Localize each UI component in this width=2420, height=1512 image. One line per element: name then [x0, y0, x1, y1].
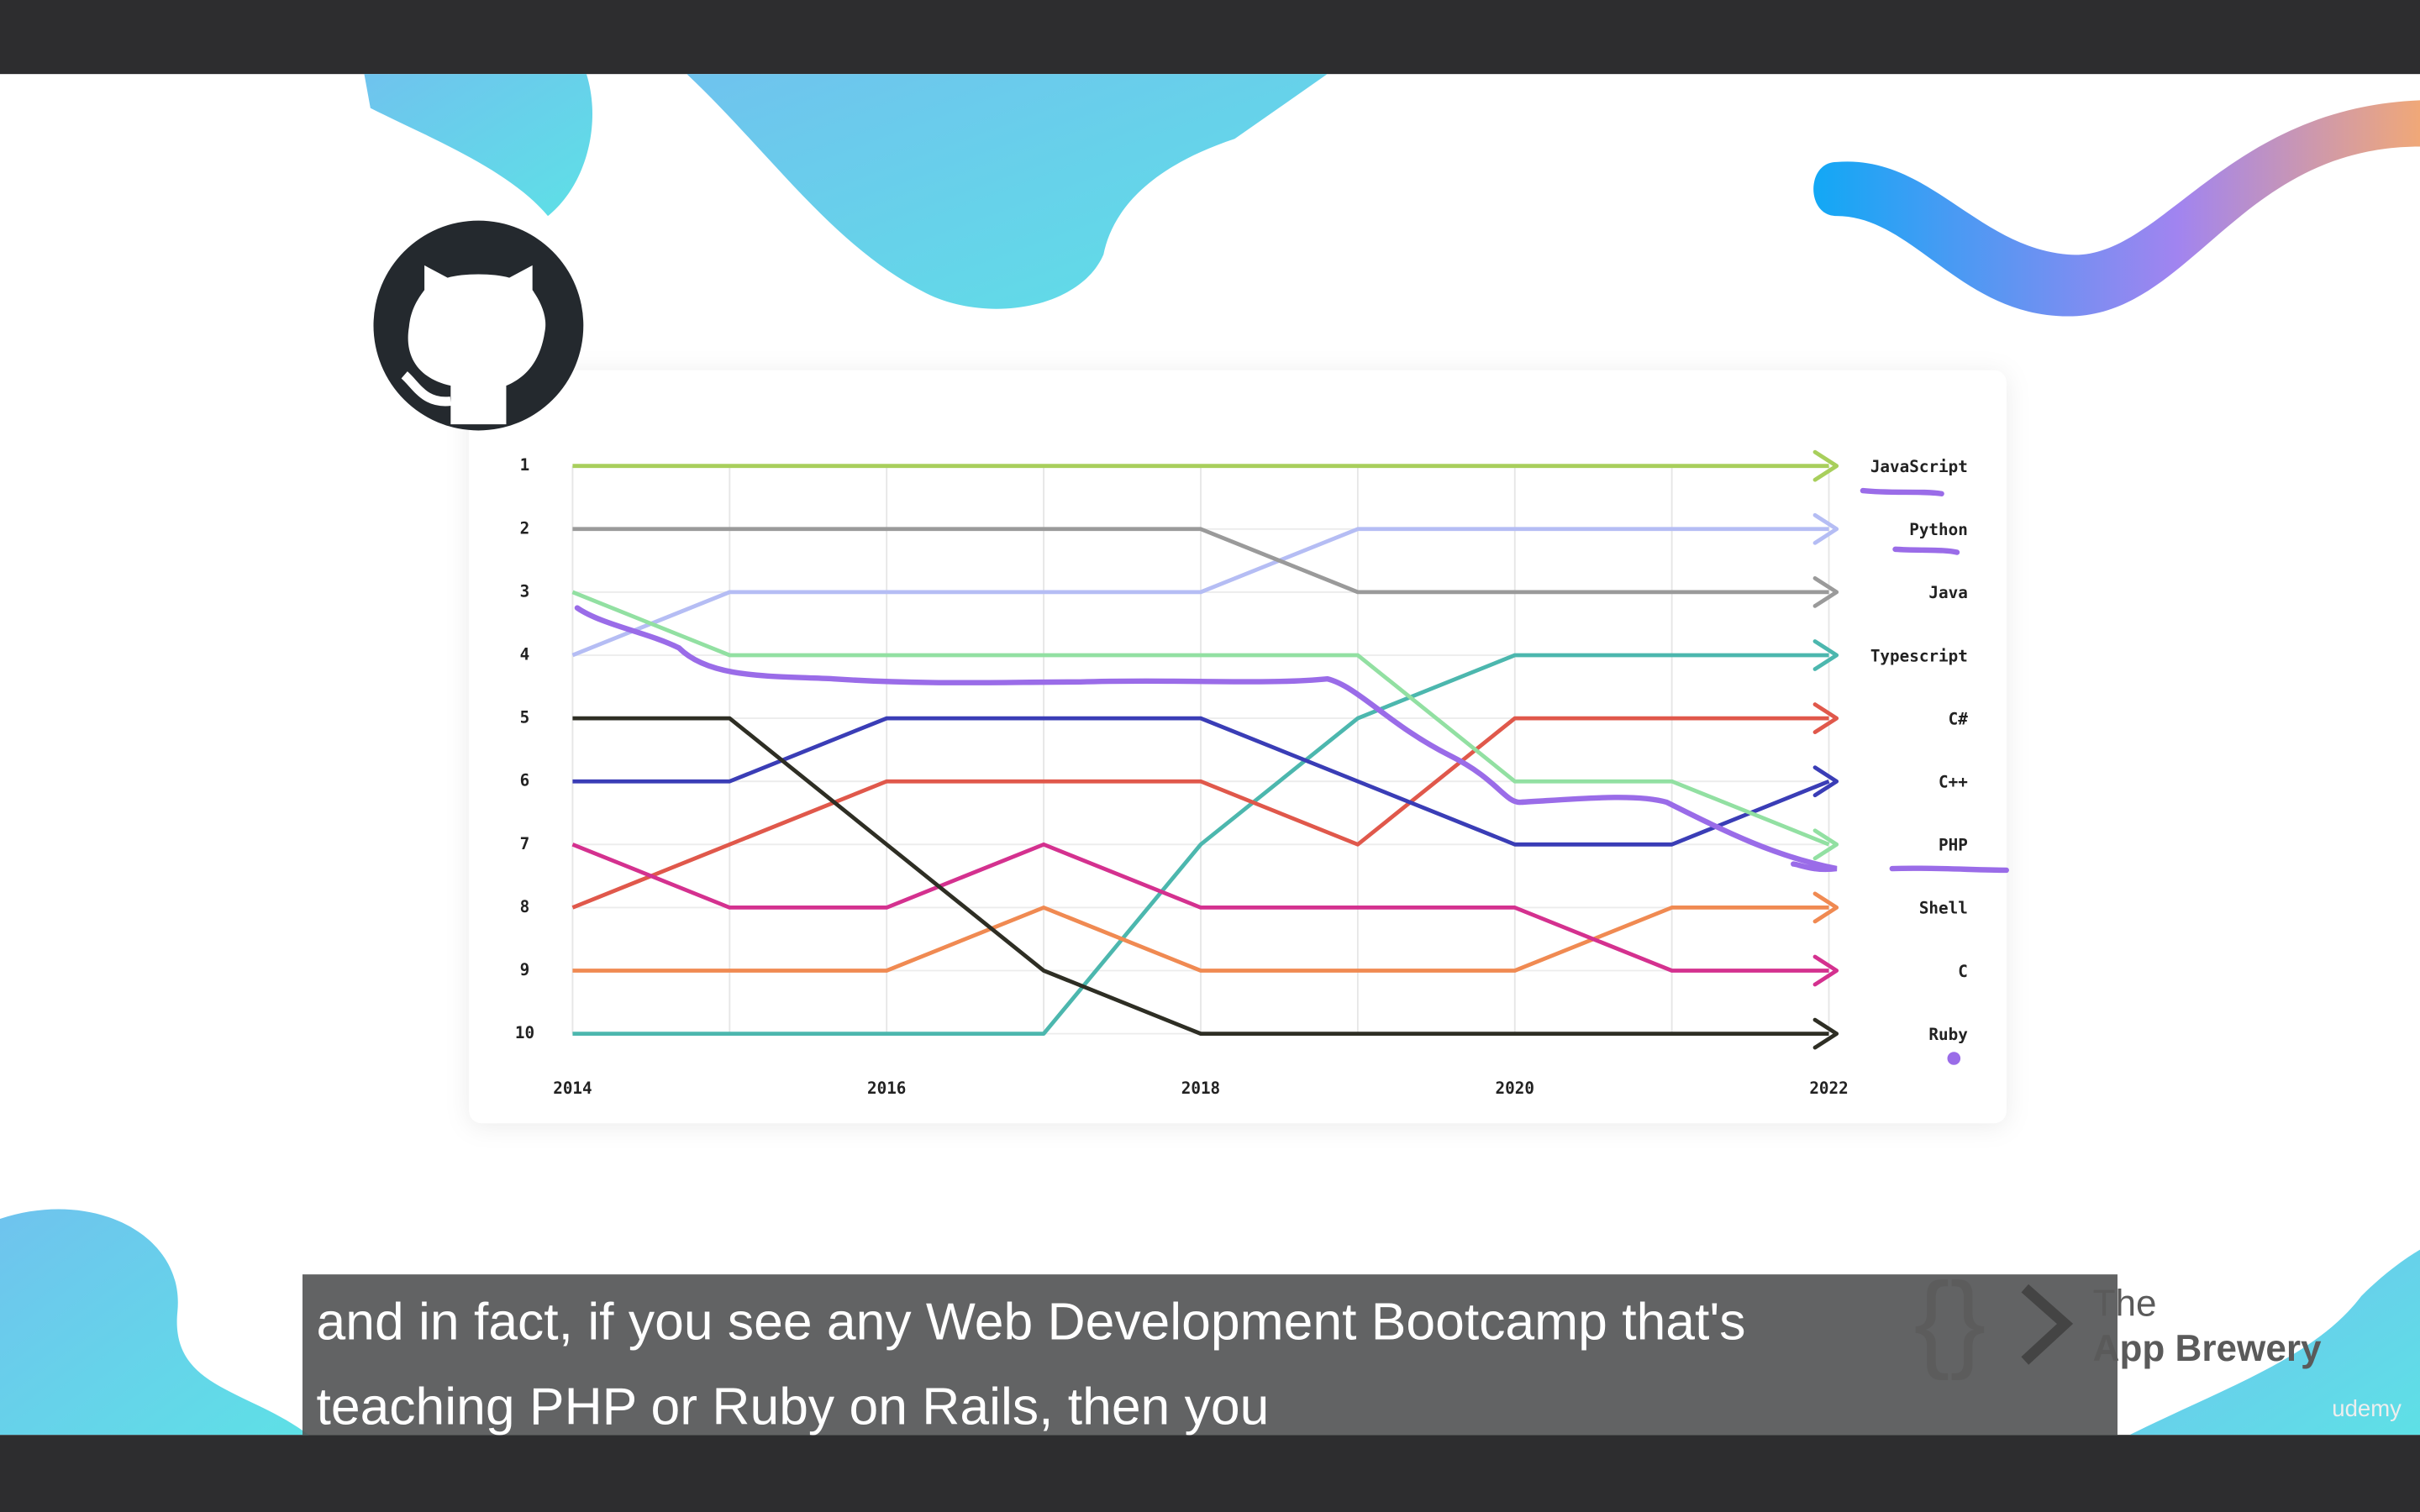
series-line [571, 527, 1829, 658]
arrow-head [1812, 1017, 1839, 1050]
y-tick-label: 2 [520, 518, 530, 538]
y-tick-label: 1 [520, 455, 530, 475]
series-line [571, 716, 1829, 910]
y-tick-label: 4 [520, 644, 530, 664]
series-line [572, 906, 1829, 973]
legend-label: C [1958, 962, 1968, 981]
arrow-head [1812, 828, 1839, 861]
legend-label: Shell [1919, 899, 1968, 918]
legend-label: C++ [1939, 773, 1968, 792]
legend-label: Java [1928, 583, 1967, 602]
arrow-head [1812, 765, 1839, 798]
series-line [571, 842, 1829, 973]
series-line [572, 653, 1829, 1036]
plot: 1 2 3 4 5 6 7 8 9 10 2014 2016 2018 2020 2022 JavaScrip… [515, 449, 1969, 1098]
platform-logo: udemy [2332, 1395, 2402, 1421]
legend-label: C# [1949, 709, 1969, 728]
arrow-head [1812, 891, 1839, 924]
svg-text:{}: {} [1914, 1261, 1986, 1381]
legend-label: PHP [1939, 836, 1968, 855]
caption-box [302, 1274, 2118, 1436]
legend-label: Python [1909, 520, 1968, 539]
brand-logo: {} [1914, 1261, 2074, 1381]
x-tick-label: 2018 [1181, 1079, 1220, 1098]
x-tick-label: 2014 [553, 1079, 592, 1098]
y-tick-label: 7 [520, 834, 530, 853]
brand-the: The [2093, 1284, 2157, 1325]
github-logo [373, 220, 584, 431]
series-line [572, 527, 1829, 595]
arrow-head [1812, 575, 1839, 608]
y-tick-label: 9 [520, 960, 530, 979]
x-tick-label: 2020 [1496, 1079, 1534, 1098]
caption-line: teaching PHP or Ruby on Rails, then you [317, 1377, 1270, 1436]
arrow-head [1812, 449, 1839, 482]
y-tick-label: 3 [520, 581, 530, 601]
arrow-head [1812, 512, 1839, 545]
decoration [0, 74, 2420, 1436]
annotations [574, 487, 2009, 1065]
y-tick-label: 5 [520, 708, 530, 727]
chart-card [469, 370, 2007, 1124]
brand-name: App Brewery [2093, 1328, 2322, 1369]
x-tick-label: 2016 [867, 1079, 906, 1098]
legend-label: JavaScript [1870, 457, 1968, 476]
arrow-head [1812, 954, 1839, 987]
series-line [572, 716, 1829, 1036]
series-line [571, 590, 1830, 847]
arrow-head [1812, 702, 1839, 735]
x-tick-label: 2022 [1809, 1079, 1848, 1098]
arrow-head [1812, 639, 1839, 671]
legend-label: Ruby [1928, 1025, 1968, 1044]
legend-label: Typescript [1870, 646, 1968, 665]
caption-line: and in fact, if you see any Web Developm… [317, 1292, 1746, 1351]
y-tick-label: 10 [515, 1023, 534, 1042]
y-tick-label: 8 [520, 897, 530, 916]
y-tick-label: 6 [520, 771, 530, 790]
